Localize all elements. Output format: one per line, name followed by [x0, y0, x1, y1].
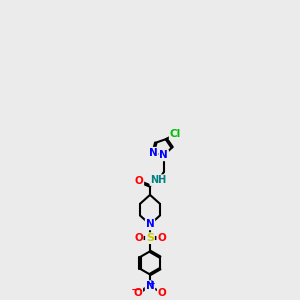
Text: N: N	[159, 150, 168, 160]
Text: O: O	[134, 233, 143, 243]
Text: O: O	[135, 176, 143, 186]
Text: Cl: Cl	[170, 129, 181, 139]
Text: −: −	[130, 284, 141, 297]
Text: N: N	[149, 148, 158, 158]
Text: O: O	[134, 288, 142, 298]
Text: N: N	[146, 219, 154, 230]
Text: +: +	[148, 279, 156, 288]
Text: O: O	[158, 288, 167, 298]
Text: N: N	[146, 281, 154, 291]
Text: S: S	[146, 233, 154, 243]
Text: O: O	[157, 233, 166, 243]
Text: NH: NH	[150, 175, 167, 185]
